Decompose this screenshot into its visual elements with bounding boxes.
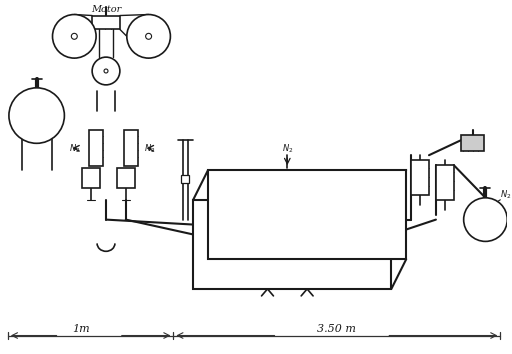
Bar [117, 168, 135, 188]
Bar [193, 200, 391, 289]
Bar [461, 135, 484, 151]
Bar [181, 175, 189, 183]
Circle shape [464, 198, 507, 241]
Bar [208, 170, 406, 259]
Circle shape [9, 88, 65, 143]
Bar [82, 168, 100, 188]
Bar [89, 130, 103, 166]
Bar [124, 130, 138, 166]
Circle shape [127, 15, 170, 58]
Text: $N_2$: $N_2$ [282, 142, 293, 154]
Text: Motor: Motor [91, 5, 121, 14]
Bar [436, 165, 454, 200]
Bar [92, 16, 120, 29]
Circle shape [53, 15, 96, 58]
Circle shape [145, 33, 152, 39]
Text: $N_2$: $N_2$ [144, 142, 155, 154]
Text: $N_2$: $N_2$ [69, 142, 81, 154]
Text: 1m: 1m [72, 324, 90, 333]
Circle shape [92, 57, 120, 85]
Text: 3.50 m: 3.50 m [317, 324, 356, 333]
Circle shape [104, 69, 108, 73]
Bar [411, 160, 429, 195]
Circle shape [71, 33, 77, 39]
Text: $N_2$: $N_2$ [500, 189, 511, 201]
